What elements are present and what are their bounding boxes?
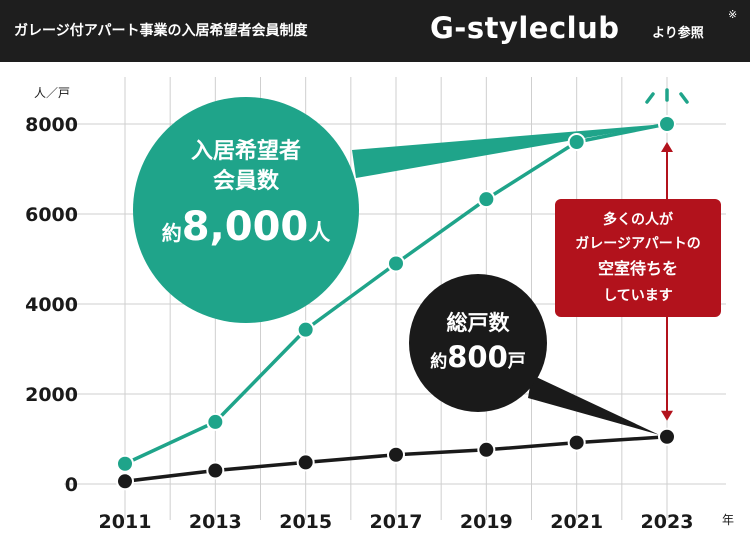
gap-arrow-head-top — [661, 142, 673, 152]
units-bubble — [409, 274, 547, 412]
x-tick-label: 2017 — [370, 511, 423, 533]
members-callout-line2: 会員数 — [213, 168, 280, 194]
units-callout-value-line: 約800戸 — [430, 340, 526, 374]
header-title: ガレージ付アパート事業の入居希望者会員制度 — [14, 23, 308, 39]
x-tick-label: 2013 — [189, 511, 242, 533]
members-point — [658, 115, 676, 133]
units-point — [116, 472, 134, 491]
gap-note-line4: しています — [603, 288, 673, 304]
note-mark: ※ — [728, 8, 738, 21]
x-tick-label: 2015 — [279, 511, 332, 533]
x-tick-label: 2019 — [460, 511, 513, 533]
members-point — [477, 190, 496, 209]
gap-note-line3: 空室待ちを — [598, 259, 678, 278]
units-point — [387, 445, 405, 464]
members-point — [296, 320, 315, 339]
members-point — [116, 454, 134, 473]
header-bar: ガレージ付アパート事業の入居希望者会員制度 G-styleclub より参照 ※ — [0, 0, 750, 62]
units-callout-tail — [528, 375, 659, 435]
header-suffix: より参照 — [652, 26, 704, 41]
burst-mark — [679, 92, 689, 104]
gap-callout: 多くの人が ガレージアパートの 空室待ちを しています — [555, 199, 721, 317]
gap-arrow-head-bottom — [661, 410, 673, 421]
members-callout: 入居希望者 会員数 約8,000人 — [133, 97, 359, 323]
members-point — [387, 254, 405, 273]
units-callout-prefix: 約 — [430, 351, 447, 372]
burst-mark — [645, 92, 655, 104]
members-callout-tail — [352, 124, 665, 178]
members-callout-line1: 入居希望者 — [191, 138, 301, 164]
members-point — [206, 412, 225, 431]
members-callout-prefix: 約 — [162, 221, 182, 245]
units-point — [206, 461, 225, 480]
x-tick-label: 2011 — [99, 511, 152, 533]
members-point — [567, 133, 586, 151]
units-callout-unit: 戸 — [508, 351, 526, 372]
y-tick-label: 8000 — [25, 114, 78, 136]
gap-note-box — [555, 199, 721, 317]
members-callout-value: 8,000 — [182, 204, 309, 250]
units-callout-line1: 総戸数 — [447, 311, 511, 335]
units-callout: 総戸数 約800戸 — [409, 274, 547, 412]
x-tick-label: 2023 — [641, 511, 694, 533]
members-bubble — [133, 97, 359, 323]
x-axis-label: 年 — [722, 513, 734, 527]
units-point — [296, 453, 315, 472]
units-point — [567, 433, 586, 452]
units-point — [658, 427, 676, 446]
gap-note-line2: ガレージアパートの — [575, 236, 700, 252]
units-callout-value: 800 — [447, 340, 508, 374]
y-tick-label: 0 — [65, 474, 78, 496]
y-axis-label: 人／戸 — [34, 86, 70, 100]
units-point — [477, 440, 496, 459]
y-tick-label: 4000 — [25, 294, 78, 316]
members-callout-value-line: 約8,000人 — [162, 204, 331, 250]
x-tick-label: 2021 — [550, 511, 603, 533]
gap-note-line1: 多くの人が — [603, 211, 674, 228]
brand-name: G-styleclub — [430, 11, 620, 45]
y-tick-label: 6000 — [25, 204, 78, 226]
y-tick-label: 2000 — [25, 384, 78, 406]
members-callout-unit: 人 — [308, 221, 330, 246]
